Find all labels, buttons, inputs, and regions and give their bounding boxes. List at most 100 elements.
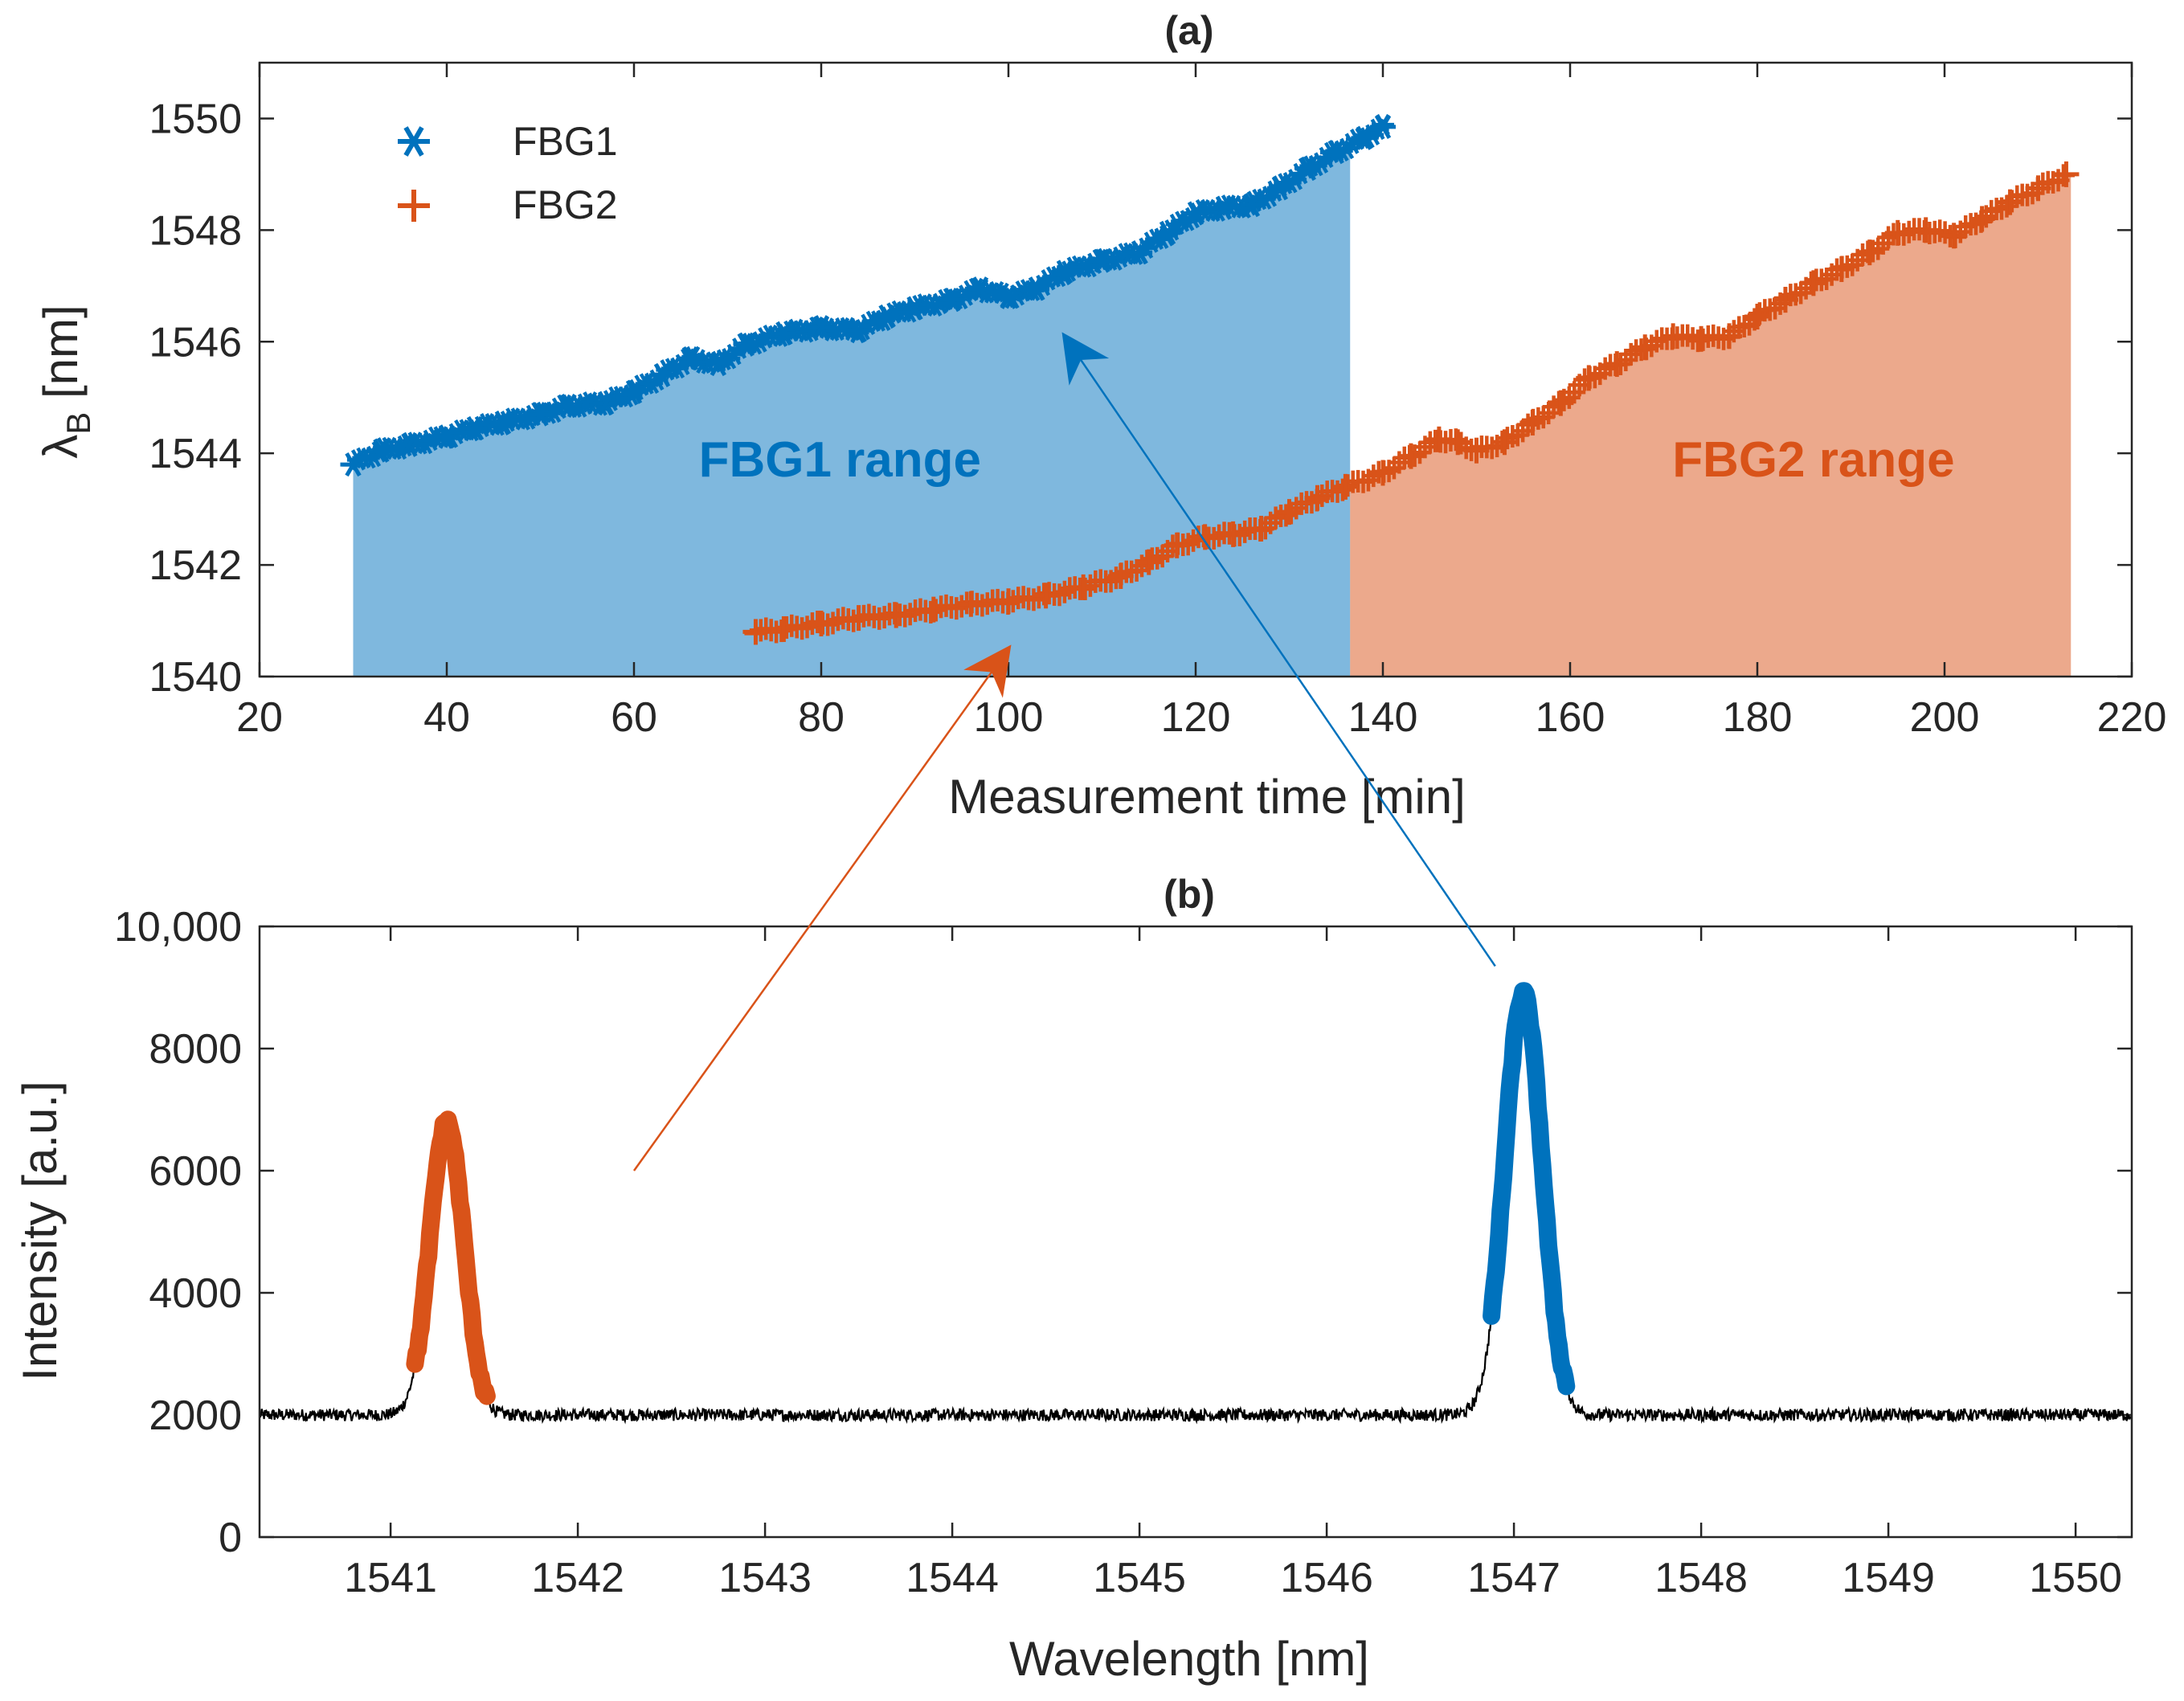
- data-point: [1022, 588, 1045, 611]
- x-tick-label: 1549: [1842, 1555, 1935, 1601]
- panel-b-x-axis-label: Wavelength [nm]: [1009, 1632, 1369, 1686]
- data-point: [1304, 485, 1331, 511]
- y-tick-label: 1542: [149, 542, 242, 589]
- data-point: [1828, 256, 1855, 282]
- data-point: [883, 602, 910, 628]
- data-point: [1183, 201, 1209, 226]
- data-point: [1151, 545, 1174, 568]
- panel-a-x-tick-labels: 20 40 60 80 100 120 140 160 180 200 220: [236, 694, 2166, 741]
- shaded-range-2: [1350, 174, 2072, 677]
- data-point: [996, 588, 1021, 615]
- y-tick-label: 6000: [149, 1148, 242, 1195]
- panel-a-x-axis-label: Measurement time [min]: [948, 770, 1466, 824]
- data-point: [771, 321, 797, 346]
- x-tick-label: 1548: [1654, 1555, 1748, 1601]
- data-point: [1070, 574, 1097, 600]
- data-point: [1033, 583, 1059, 609]
- y-tick-label: 2000: [149, 1392, 242, 1439]
- legend-label-fbg2: FBG2: [513, 182, 618, 227]
- data-point: [705, 351, 731, 377]
- x-tick-label: 1544: [906, 1555, 999, 1601]
- x-tick-label: 1546: [1280, 1555, 1373, 1601]
- data-point: [795, 615, 819, 639]
- data-point: [1294, 156, 1321, 182]
- y-tick-label: 1550: [149, 96, 242, 142]
- data-point: [396, 432, 423, 457]
- panel-a-series: [340, 113, 2080, 645]
- x-tick-label: 1545: [1093, 1555, 1186, 1601]
- data-point: [1548, 390, 1574, 416]
- data-point: [1266, 176, 1293, 201]
- data-point: [461, 415, 488, 441]
- data-point: [1744, 304, 1770, 330]
- data-point: [845, 318, 872, 343]
- fbg2-peak-highlight: [406, 1110, 496, 1405]
- x-tick-label: 1543: [718, 1555, 812, 1601]
- data-point: [1164, 532, 1190, 558]
- data-point: [742, 619, 769, 645]
- panel-b-axes-box: [258, 925, 2133, 1539]
- data-point: [1969, 206, 1995, 232]
- x-tick-label: 220: [2097, 694, 2167, 741]
- connector-fbg1: [1061, 332, 1496, 967]
- x-tick-label: 180: [1723, 694, 1793, 741]
- connector-arrows: [632, 332, 1496, 1171]
- data-point: [1632, 334, 1658, 361]
- panel-b-y-axis-label: Intensity [a.u.]: [13, 1081, 67, 1381]
- data-point: [1023, 276, 1049, 301]
- data-point: [1135, 549, 1162, 575]
- data-point: [1351, 125, 1377, 150]
- data-point: [1995, 194, 2018, 218]
- data-point: [434, 424, 460, 449]
- data-point: [1370, 460, 1396, 486]
- panel-b-plot: (b) 1541 1542 1543 1544 1545 1546 1547 1548 1549…: [13, 872, 2133, 1686]
- fbg2-range-label: FBG2 range: [1672, 432, 1954, 488]
- x-tick-label: 80: [798, 694, 845, 741]
- fbg1-peak-highlight: [1483, 982, 1576, 1396]
- x-tick-label: 1547: [1467, 1555, 1560, 1601]
- data-point: [1382, 456, 1405, 480]
- data-point: [857, 603, 881, 627]
- data-point: [920, 596, 947, 623]
- panel-a-plot: (a) FBG1 range FBG2 range 20 40 60 80 100 120…: [34, 8, 2166, 824]
- fbg1-range-label: FBG1 range: [699, 432, 981, 488]
- data-point: [939, 288, 966, 313]
- data-point: [1941, 223, 1967, 249]
- data-point: [808, 611, 834, 637]
- legend-symbol: [398, 126, 430, 157]
- y-tick-label: 0: [219, 1515, 242, 1561]
- data-point: [1311, 484, 1334, 507]
- connector-fbg2: [632, 644, 1012, 1171]
- data-point: [967, 276, 994, 301]
- data-point: [368, 438, 395, 463]
- series-fbg2: [742, 161, 2080, 645]
- data-point: [555, 394, 582, 419]
- y-tick-label: 1546: [149, 319, 242, 366]
- x-tick-label: 1550: [2029, 1555, 2122, 1601]
- data-point: [1276, 499, 1303, 525]
- data-point: [1220, 521, 1246, 547]
- data-point: [958, 591, 984, 617]
- data-point: [1576, 365, 1602, 391]
- y-tick-label: 1540: [149, 654, 242, 701]
- panel-b-y-tick-labels: 0 2000 4000 6000 8000 10,000: [114, 904, 242, 1561]
- x-tick-label: 20: [236, 694, 283, 741]
- data-point: [1210, 195, 1237, 220]
- data-point: [677, 346, 703, 371]
- data-point: [1856, 239, 1883, 266]
- data-point: [1491, 429, 1518, 456]
- data-point: [1841, 253, 1864, 276]
- data-point: [527, 402, 554, 427]
- data-point: [1722, 320, 1745, 343]
- data-point: [1463, 437, 1490, 464]
- x-tick-label: 40: [423, 694, 470, 741]
- panel-a-axes-box: [258, 61, 2133, 678]
- data-point: [340, 452, 366, 477]
- data-point: [945, 597, 968, 620]
- data-point: [1053, 580, 1076, 603]
- data-point: [1238, 193, 1265, 218]
- panel-a-title: (a): [1164, 8, 1213, 53]
- series-fbg1: [340, 113, 1396, 477]
- x-tick-label: 1541: [344, 1555, 437, 1601]
- x-tick-label: 100: [974, 694, 1044, 741]
